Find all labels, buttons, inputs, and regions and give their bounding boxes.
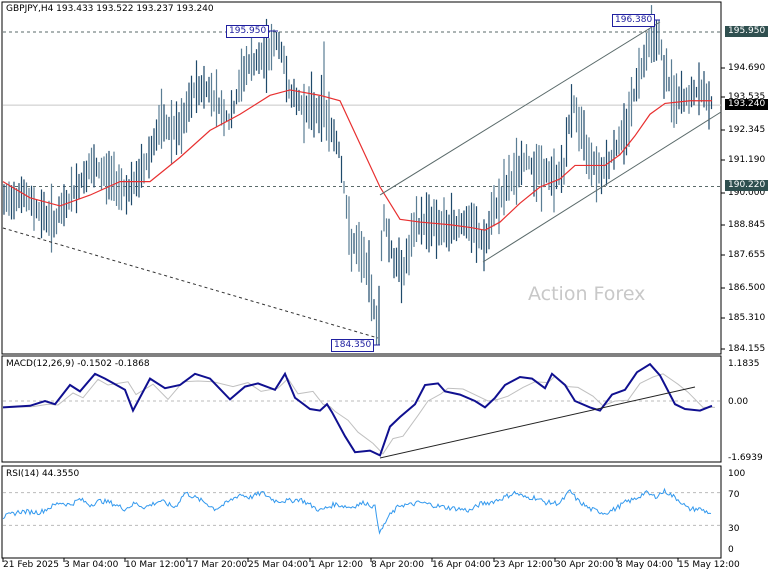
low-label: 184.350 (331, 339, 375, 352)
macd-panel (1, 355, 722, 463)
price-tick: 190.000 (728, 188, 766, 198)
rsi-tick: 100 (728, 469, 746, 479)
price-tick: 185.310 (728, 313, 766, 323)
rsi-tick: 30 (728, 524, 740, 534)
rsi-title: RSI(14) 44.3550 (6, 469, 80, 479)
rsi-tick: 0 (728, 545, 734, 555)
high-label-1: 195.950 (226, 25, 270, 38)
rsi-tick: 70 (728, 490, 740, 500)
time-label: 15 May 12:00 (678, 560, 740, 570)
price-tick: 192.345 (728, 125, 766, 135)
chart-title: GBPJPY,H4 193.433 193.522 193.237 193.24… (6, 4, 214, 14)
macd-tick: 0.00 (728, 397, 749, 407)
price-tick: 193.535 (728, 92, 766, 102)
time-label: 16 Apr 04:00 (432, 560, 491, 570)
time-label: 8 May 04:00 (617, 560, 673, 570)
macd-tick: -1.6939 (728, 453, 763, 463)
rsi-panel (1, 465, 722, 559)
time-label: 25 Mar 04:00 (248, 560, 309, 570)
price-tick: 184.155 (728, 344, 766, 354)
support-price-tag: 190.220 (725, 180, 768, 191)
macd-tick: 1.1835 (728, 359, 760, 369)
current-price-tag: 193.240 (725, 99, 768, 110)
watermark: Action Forex (528, 283, 646, 305)
price-tick: 188.845 (728, 220, 766, 230)
price-tick: 191.190 (728, 155, 766, 165)
time-label: 3 Mar 04:00 (64, 560, 119, 570)
time-label: 1 Apr 12:00 (310, 560, 363, 570)
price-tick: 194.690 (728, 63, 766, 73)
time-label: 30 Apr 20:00 (555, 560, 614, 570)
macd-title: MACD(12,26,9) -0.1502 -0.1868 (6, 359, 150, 369)
price-tick: 186.500 (728, 283, 766, 293)
high-label-2: 196.380 (612, 14, 656, 27)
price-tick: 187.655 (728, 250, 766, 260)
time-label: 23 Apr 12:00 (494, 560, 553, 570)
resistance-price-tag: 195.950 (725, 26, 768, 37)
time-label: 8 Apr 20:00 (371, 560, 424, 570)
time-label: 17 Mar 20:00 (187, 560, 248, 570)
time-label: 21 Feb 2025 (3, 560, 60, 570)
time-label: 10 Mar 12:00 (125, 560, 186, 570)
